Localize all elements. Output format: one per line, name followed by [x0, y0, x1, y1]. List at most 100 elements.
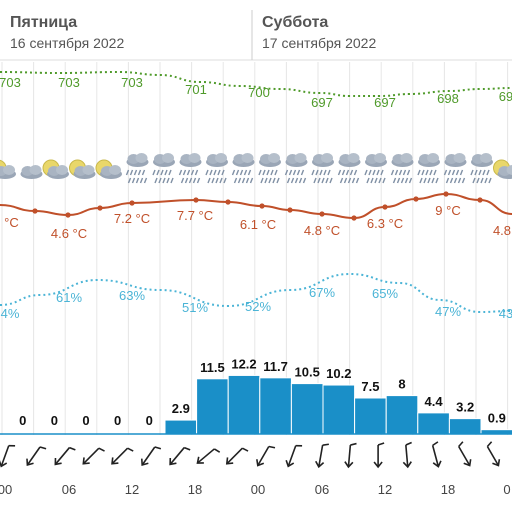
wind-arrow-icon: [0, 444, 16, 468]
wind-arrow-tail: [486, 441, 493, 448]
rain-drop: [262, 169, 266, 176]
rain-drop: [288, 169, 293, 176]
rain-drop: [461, 177, 466, 184]
rain-drop: [325, 177, 329, 184]
wind-arrow-shaft: [486, 446, 500, 466]
rain-drop: [311, 169, 315, 176]
wind-arrow-head: [402, 461, 412, 469]
rain-drop: [370, 177, 374, 184]
wind-arrow-tail: [295, 444, 303, 447]
rain-icon: [205, 153, 228, 184]
wind-arrow-tail: [405, 441, 412, 446]
wind-arrow-tail: [432, 441, 439, 447]
wind-arrow-head: [225, 457, 234, 465]
precipitation-bar: [385, 395, 419, 435]
pressure-label: 697: [374, 95, 396, 110]
rain-drop: [404, 177, 409, 184]
wind-arrow-icon: [285, 444, 303, 468]
day-name: Суббота: [262, 14, 329, 31]
rain-drop: [272, 177, 276, 184]
rain-drop: [459, 169, 464, 176]
rain-drop: [235, 169, 240, 176]
rain-drop: [300, 169, 305, 176]
temperature-label: 4.8 °C: [304, 223, 340, 238]
wind-arrow-tail: [183, 446, 191, 451]
rain-drop: [141, 169, 146, 176]
cloud-shape: [347, 153, 360, 163]
wind-arrow-icon: [256, 445, 276, 467]
wind-arrow-shaft: [318, 445, 324, 467]
wind-arrow-tail: [350, 442, 357, 446]
rain-drop: [239, 169, 244, 176]
humidity-label: 52%: [245, 299, 271, 314]
pressure-label: 703: [58, 75, 80, 90]
wind-arrow-shaft: [141, 446, 156, 466]
rain-drop: [425, 169, 429, 176]
temperature-point: [382, 204, 388, 210]
partly-cloudy-icon: [95, 159, 122, 179]
cloud-shape: [400, 153, 413, 163]
temperature-line: [0, 192, 512, 220]
wind-arrow-shaft: [347, 444, 352, 468]
rain-drop: [351, 177, 356, 184]
rain-drop: [233, 177, 238, 184]
wind-arrow-head: [196, 456, 204, 464]
cloud-shape: [215, 153, 227, 163]
rain-drop: [453, 177, 458, 184]
precipitation-bar: [227, 374, 261, 435]
rain-drop: [394, 169, 399, 176]
rain-drop: [396, 177, 401, 184]
rain-drop: [276, 177, 280, 184]
pressure-label: 698: [437, 91, 459, 106]
precipitation-label: 12.2: [231, 356, 256, 371]
rain-drop: [374, 177, 378, 184]
rain-drop: [290, 177, 295, 184]
rain-drop: [213, 169, 217, 176]
rain-drop: [270, 169, 274, 176]
temperature-label: 6 °C: [0, 215, 19, 230]
rain-drop: [164, 169, 168, 176]
temperature-label: 4.8: [493, 223, 511, 238]
rain-drop: [419, 177, 423, 184]
temperature-point: [259, 203, 265, 209]
rain-drop: [166, 177, 170, 184]
wind-arrow-icon: [169, 446, 191, 466]
wind-arrow-tail: [39, 446, 47, 450]
precipitation-bar: [354, 397, 387, 435]
humidity-line: [0, 272, 512, 314]
cloud-shape: [453, 153, 466, 163]
rain-icon: [311, 153, 334, 184]
cloud-shape: [268, 153, 280, 163]
wind-arrow-icon: [140, 446, 162, 467]
rain-icon: [417, 153, 440, 184]
rain-drop: [315, 169, 319, 176]
wind-arrow-head: [492, 459, 501, 467]
rain-drop: [284, 169, 289, 176]
rain-drop: [243, 169, 248, 176]
precipitation-bar: [259, 377, 292, 435]
hour-label: 12: [378, 482, 392, 497]
rain-icon: [364, 153, 387, 184]
temperature-label: 4.6 °C: [51, 226, 87, 241]
cloud-shape: [480, 153, 492, 163]
hour-label: 00: [251, 482, 265, 497]
rain-drop: [368, 169, 372, 176]
wind-arrow-tail: [213, 448, 221, 453]
weather-icons-row: [0, 153, 512, 184]
rain-drop: [435, 177, 439, 184]
temperature-point: [443, 191, 449, 197]
rain-drop: [486, 169, 490, 176]
precipitation-bars: 0 0 0 0 0 2.9 11.5 12.2 11.7 10.5 10.2 7.5 8 4.4 3.2 0.…: [0, 356, 512, 435]
day-date: 17 сентября 2022: [262, 35, 377, 51]
rain-drop: [455, 169, 460, 176]
rain-drop: [474, 169, 478, 176]
hour-label: 18: [188, 482, 202, 497]
wind-arrow-tail: [322, 443, 329, 446]
hour-label: 00: [0, 482, 12, 497]
rain-drop: [337, 169, 342, 176]
rain-drop: [319, 169, 323, 176]
wind-arrow-tail: [98, 447, 105, 452]
rain-drop: [182, 169, 187, 176]
humidity-label: 67%: [309, 285, 335, 300]
cloud-shape: [241, 153, 254, 163]
